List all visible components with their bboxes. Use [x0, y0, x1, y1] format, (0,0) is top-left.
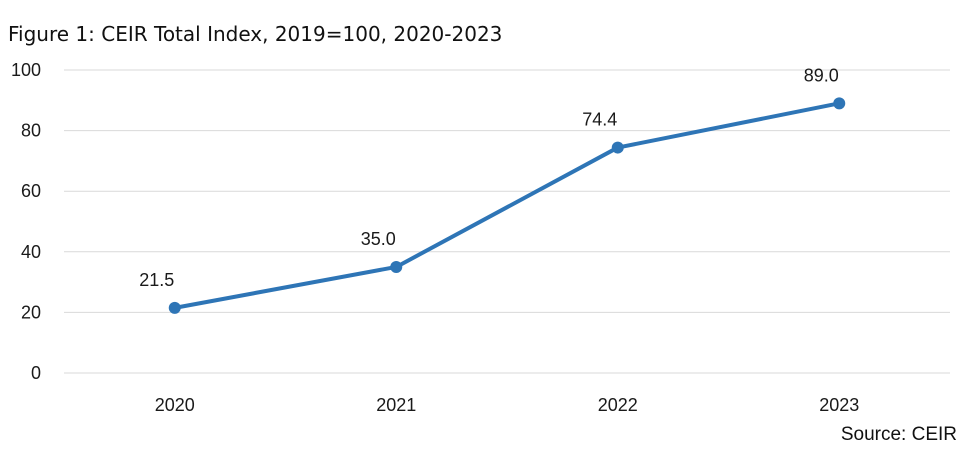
data-point [611, 141, 624, 154]
gridlines [64, 69, 950, 374]
x-axis-ticks: 2020 2021 2022 2023 [155, 395, 860, 415]
data-labels: 21.5 35.0 74.4 89.0 [139, 65, 839, 290]
x-tick-label: 2020 [155, 395, 195, 415]
series-line [172, 101, 842, 310]
y-tick-label: 100 [11, 60, 41, 80]
y-axis-ticks: 0 20 40 60 80 100 [11, 60, 41, 383]
series-layer [168, 97, 846, 314]
data-label: 21.5 [139, 270, 174, 290]
x-tick-label: 2023 [819, 395, 859, 415]
y-tick-label: 40 [21, 242, 41, 262]
source-note: Source: CEIR [840, 424, 957, 445]
data-label: 74.4 [582, 110, 617, 130]
data-point [390, 260, 403, 273]
data-label: 89.0 [804, 65, 839, 85]
y-tick-label: 0 [31, 363, 41, 383]
y-tick-label: 60 [21, 181, 41, 201]
y-tick-label: 20 [21, 302, 41, 322]
data-point [833, 97, 846, 110]
chart-title: Figure 1: CEIR Total Index, 2019=100, 20… [8, 22, 503, 46]
x-tick-label: 2021 [376, 395, 416, 415]
data-label: 35.0 [361, 229, 396, 249]
data-point [168, 301, 181, 314]
x-tick-label: 2022 [598, 395, 638, 415]
y-tick-label: 80 [21, 121, 41, 141]
